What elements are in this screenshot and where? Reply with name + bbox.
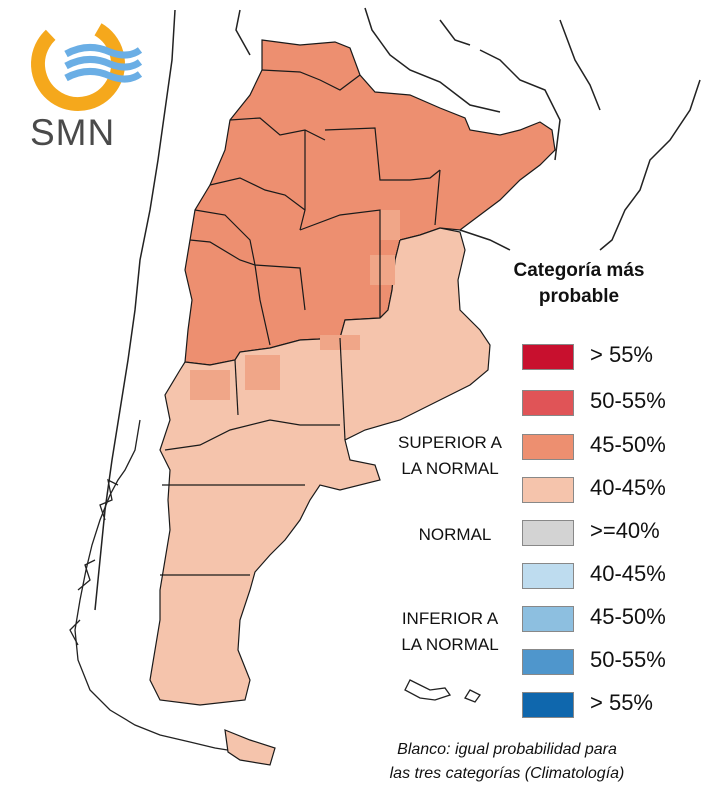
legend-label: 40-45% — [590, 475, 666, 500]
group-inferior: INFERIOR A LA NORMAL — [392, 606, 508, 658]
smn-logo-icon — [31, 17, 143, 111]
legend-label: > 55% — [590, 342, 653, 367]
region-south-superior — [149, 227, 491, 766]
legend-title: Categoría más probable — [488, 258, 670, 310]
transition-blocks — [190, 210, 400, 400]
logo-text: SMN — [30, 112, 116, 153]
group-superior-line1: SUPERIOR A — [398, 433, 502, 452]
legend-label: 50-55% — [590, 388, 666, 413]
legend-swatch — [522, 477, 574, 503]
legend-swatch — [522, 390, 574, 416]
neighbor-borders — [94, 7, 701, 611]
group-superior: SUPERIOR A LA NORMAL — [392, 430, 508, 482]
group-inferior-line2: LA NORMAL — [401, 635, 499, 654]
legend-label: 50-55% — [590, 647, 666, 672]
legend-title-line2: probable — [538, 286, 620, 307]
legend-swatch — [522, 520, 574, 546]
group-superior-line2: LA NORMAL — [401, 459, 499, 478]
footnote-line1: Blanco: igual probabilidad para — [397, 741, 617, 758]
group-normal: NORMAL — [418, 525, 492, 544]
legend-swatch — [522, 434, 574, 460]
group-inferior-line1: INFERIOR A — [401, 609, 499, 628]
footnote: Blanco: igual probabilidad para las tres… — [352, 738, 662, 786]
legend-label: 45-50% — [590, 604, 666, 629]
legend-title-line1: Categoría más — [513, 260, 645, 281]
legend-label: 40-45% — [590, 561, 666, 586]
legend-swatch — [522, 563, 574, 589]
legend-swatch — [522, 692, 574, 718]
chile-coastline — [69, 419, 241, 753]
legend-swatch — [522, 649, 574, 675]
legend-label: >=40% — [590, 518, 660, 543]
legend-label: > 55% — [590, 690, 653, 715]
province-borders — [160, 69, 441, 576]
legend-swatch — [522, 344, 574, 370]
footnote-line2: las tres categorías (Climatología) — [389, 765, 625, 782]
legend-swatch — [522, 606, 574, 632]
islands — [404, 679, 481, 703]
region-north-superior — [184, 39, 556, 366]
legend-label: 45-50% — [590, 432, 666, 457]
